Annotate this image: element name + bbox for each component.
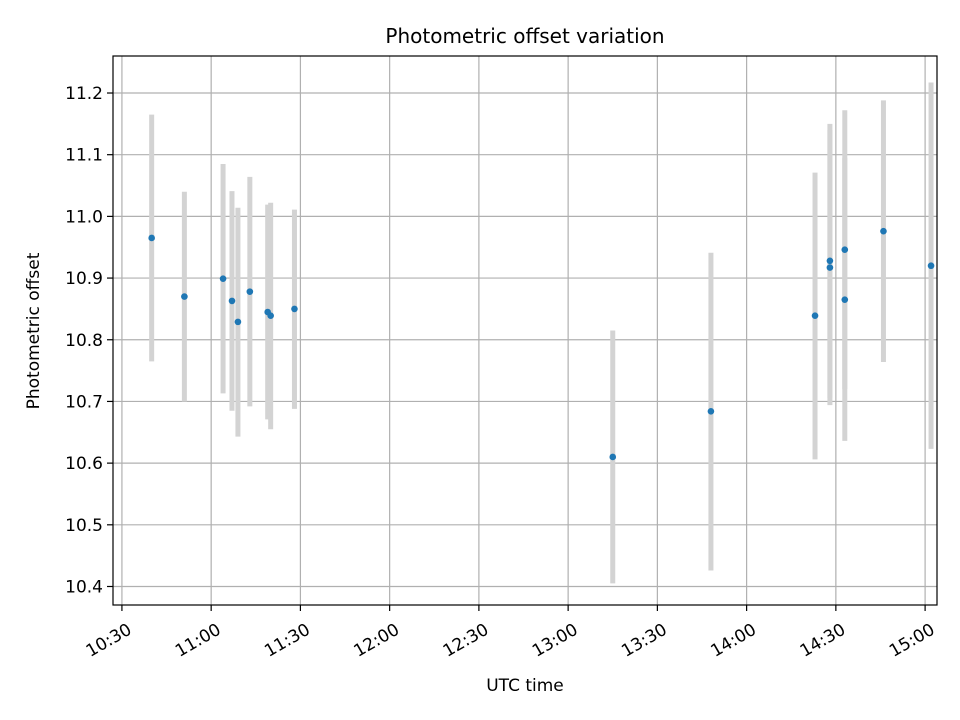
- y-tick-label: 11.2: [65, 84, 103, 104]
- data-point: [826, 264, 834, 271]
- y-axis-ticks: 10.4 10.5 10.6 10.7 10.8 10.9 11.0 11.1 11.2: [65, 84, 113, 597]
- plot-frame: [112, 55, 938, 606]
- x-tick-label: 15:00: [886, 620, 938, 662]
- y-tick-label: 10.5: [65, 516, 103, 536]
- x-axis-label: UTC time: [486, 676, 564, 696]
- data-point: [927, 262, 935, 270]
- x-tick-label: 13:00: [529, 620, 581, 662]
- y-tick-label: 10.9: [65, 269, 103, 289]
- data-point: [841, 296, 849, 303]
- data-point: [707, 408, 715, 415]
- x-tick-label: 12:30: [440, 620, 492, 662]
- y-axis-label: Photometric offset: [24, 252, 44, 409]
- data-points: [148, 227, 935, 461]
- data-point: [811, 312, 819, 319]
- data-point: [246, 288, 254, 295]
- grid: [113, 56, 937, 605]
- data-point: [181, 293, 188, 300]
- y-tick-label: 10.8: [65, 331, 103, 351]
- x-tick-label: 14:00: [707, 620, 759, 662]
- y-tick-label: 11.1: [65, 146, 103, 166]
- chart-title: Photometric offset variation: [385, 24, 664, 48]
- data-point: [219, 275, 227, 282]
- data-point: [841, 246, 849, 253]
- y-tick-label: 10.4: [65, 577, 103, 597]
- y-tick-label: 10.7: [65, 392, 103, 412]
- x-axis-ticks: 10:30 11:00 11:30 12:00 12:30 13:00 13:30 14:00…: [83, 605, 938, 662]
- x-tick-label: 10:30: [83, 620, 135, 662]
- data-point: [228, 297, 236, 305]
- x-tick-label: 12:00: [351, 620, 403, 662]
- data-point: [234, 318, 242, 326]
- data-point: [826, 257, 834, 265]
- data-point: [267, 312, 274, 319]
- x-tick-label: 11:30: [261, 620, 313, 662]
- data-point: [291, 305, 298, 313]
- data-point: [880, 227, 887, 235]
- data-point: [148, 234, 155, 242]
- error-bars: [149, 82, 934, 584]
- x-tick-label: 14:30: [797, 620, 849, 662]
- x-tick-label: 13:30: [618, 620, 670, 662]
- y-tick-label: 10.6: [65, 454, 103, 474]
- y-tick-label: 11.0: [65, 207, 103, 227]
- x-tick-label: 11:00: [172, 620, 224, 662]
- data-point: [609, 453, 617, 461]
